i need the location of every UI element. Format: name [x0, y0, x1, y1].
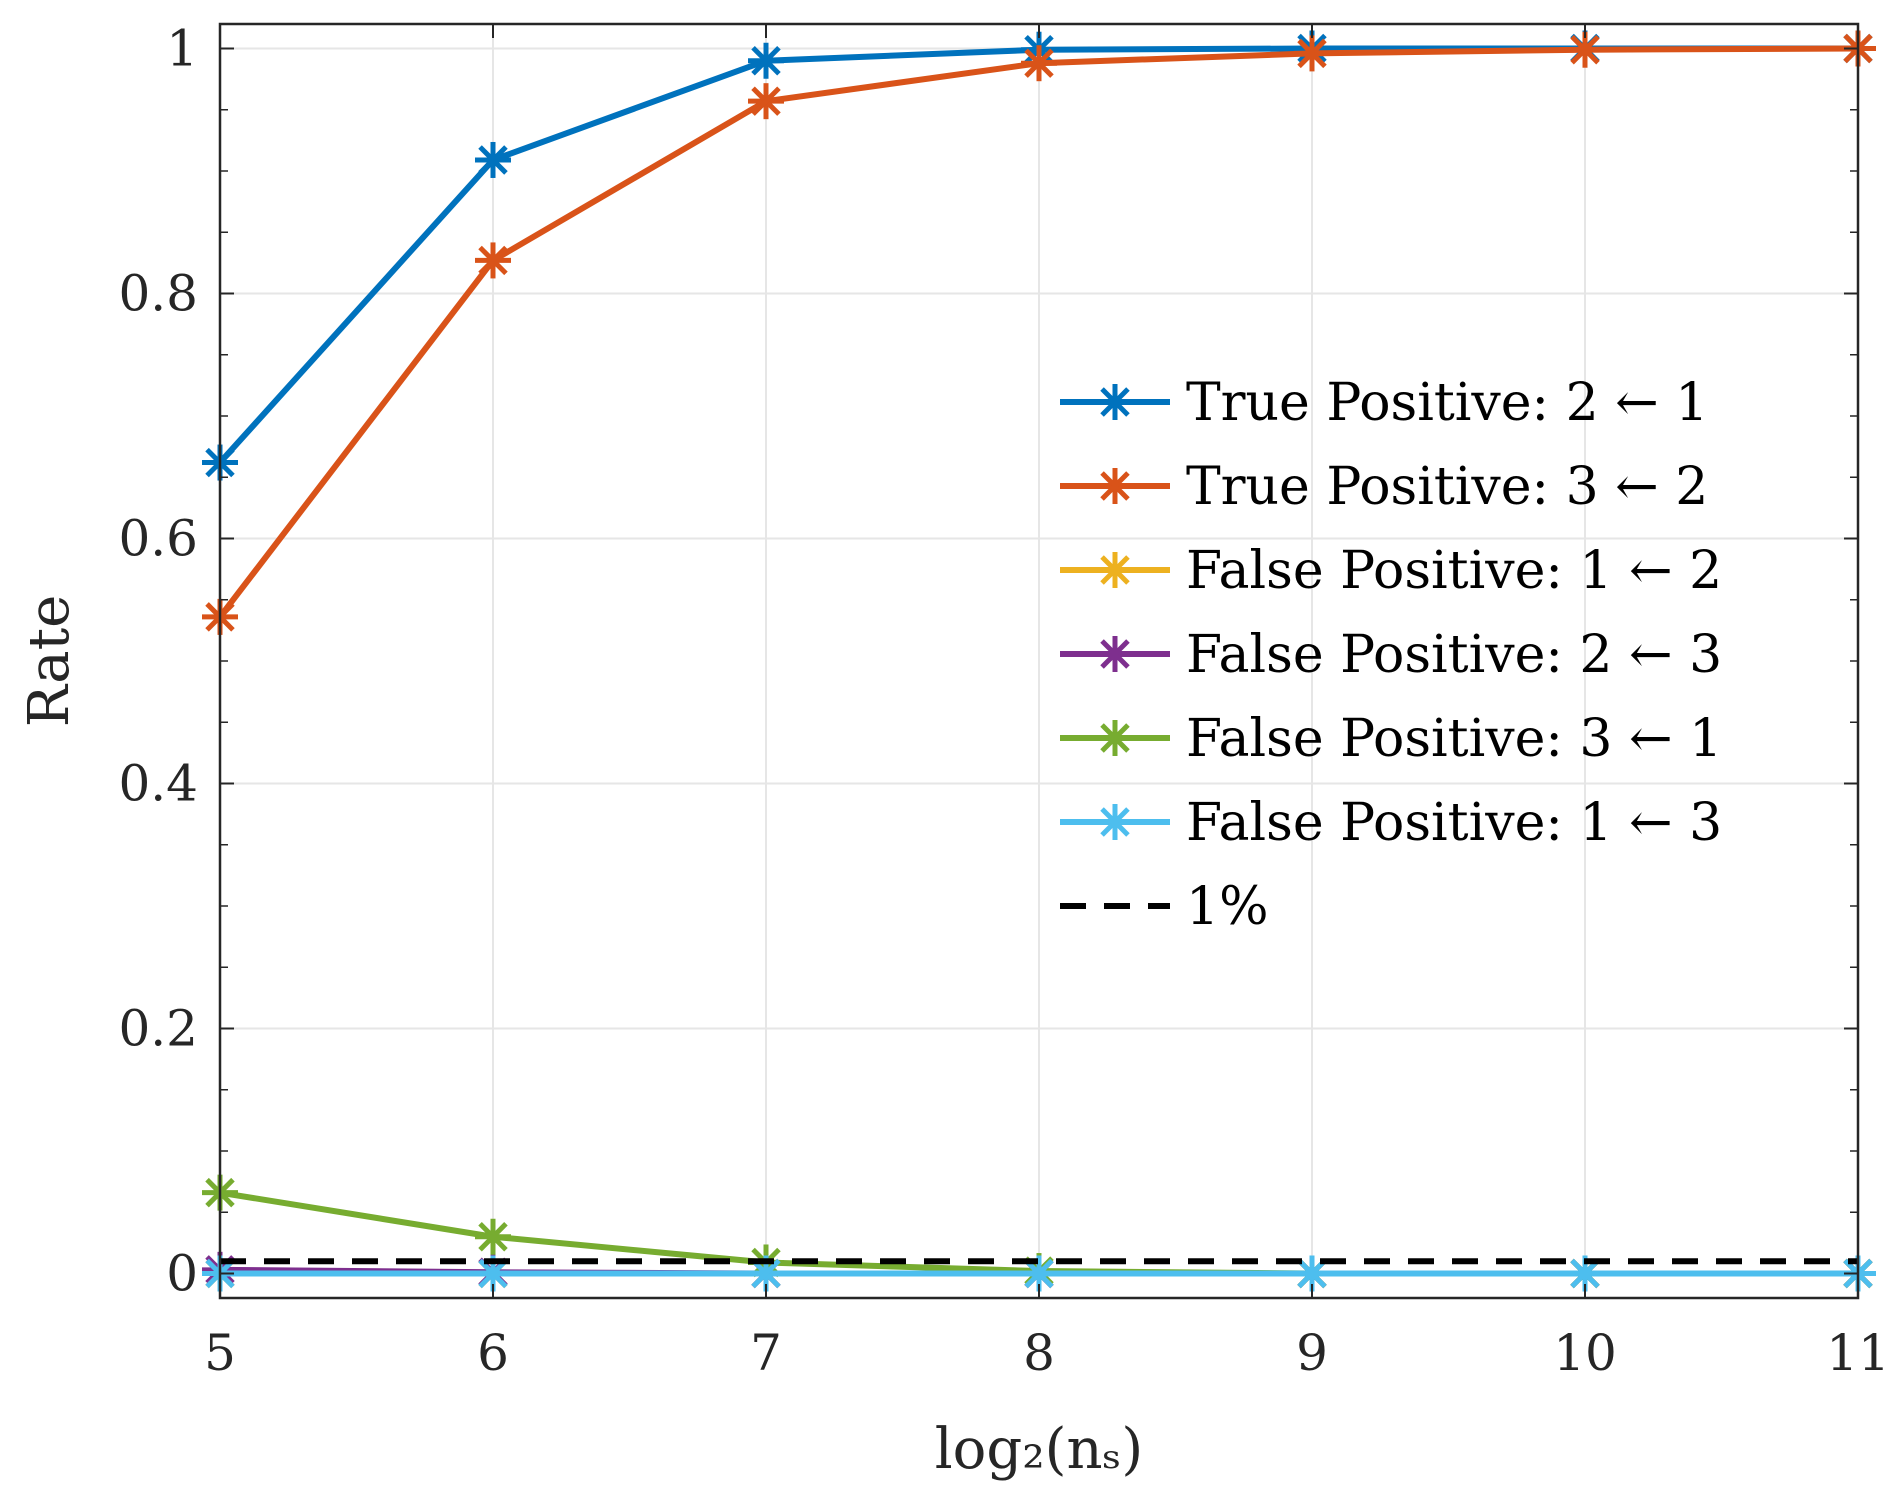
- data-point: [748, 42, 784, 79]
- legend-label: True Positive: 2 ← 1: [1186, 373, 1708, 433]
- y-axis-label: Rate: [17, 595, 82, 727]
- data-point: [475, 242, 511, 279]
- data-point: [475, 141, 511, 178]
- legend-label: True Positive: 3 ← 2: [1186, 457, 1708, 517]
- axes-box: [218, 22, 1860, 1300]
- x-tick-label: 10: [1553, 1324, 1617, 1382]
- data-point: [1021, 45, 1057, 82]
- x-tick-label: 5: [204, 1324, 236, 1382]
- legend-entry-false-positive-1-2: False Positive: 1 ← 2: [1060, 541, 1722, 601]
- legend-marker: [1097, 468, 1133, 504]
- x-axis-label: log₂(nₛ): [935, 1417, 1144, 1482]
- legend: True Positive: 2 ← 1 True Positive: 3 ← 2…: [1060, 373, 1722, 937]
- y-tick-label: 0.2: [118, 1000, 198, 1058]
- legend-entry-true-positive-3-2: True Positive: 3 ← 2: [1060, 457, 1708, 517]
- legend-entry-false-positive-2-3: False Positive: 2 ← 3: [1060, 625, 1722, 685]
- axes: [218, 22, 1860, 1300]
- legend-entry-true-positive-2-1: True Positive: 2 ← 1: [1060, 373, 1708, 433]
- legend-marker: [1097, 636, 1133, 672]
- legend-marker: [1097, 804, 1133, 840]
- y-tick-label: 0.6: [118, 510, 198, 568]
- data-point: [475, 1218, 511, 1255]
- data-point: [1294, 35, 1330, 72]
- y-tick-label: 0.8: [118, 265, 198, 323]
- y-tick-label: 0.4: [118, 755, 198, 813]
- legend-entry-1: 1%: [1060, 877, 1269, 937]
- y-tick-label: 0: [166, 1245, 198, 1303]
- data-point: [748, 83, 784, 120]
- legend-label: False Positive: 3 ← 1: [1186, 709, 1722, 769]
- x-tick-label: 11: [1826, 1324, 1890, 1382]
- x-tick-label: 9: [1296, 1324, 1328, 1382]
- legend-marker: [1097, 720, 1133, 756]
- y-tick-label: 1: [166, 20, 198, 78]
- legend-marker: [1097, 384, 1133, 420]
- x-tick-label: 7: [750, 1324, 782, 1382]
- legend-entry-false-positive-3-1: False Positive: 3 ← 1: [1060, 709, 1722, 769]
- legend-label: False Positive: 1 ← 2: [1186, 541, 1722, 601]
- x-tick-label: 8: [1023, 1324, 1055, 1382]
- legend-entry-false-positive-1-3: False Positive: 1 ← 3: [1060, 793, 1722, 853]
- tick-labels: 5 6 7 8 9 10 11 0 0.2 0.4 0.6 0.8 1: [118, 20, 1889, 1383]
- grid: [219, 24, 1859, 1298]
- data-point: [1294, 1255, 1330, 1292]
- x-tick-label: 6: [477, 1324, 509, 1382]
- legend-label: 1%: [1186, 877, 1269, 937]
- legend-label: False Positive: 1 ← 3: [1186, 793, 1722, 853]
- legend-label: False Positive: 2 ← 3: [1186, 625, 1722, 685]
- legend-marker: [1097, 552, 1133, 588]
